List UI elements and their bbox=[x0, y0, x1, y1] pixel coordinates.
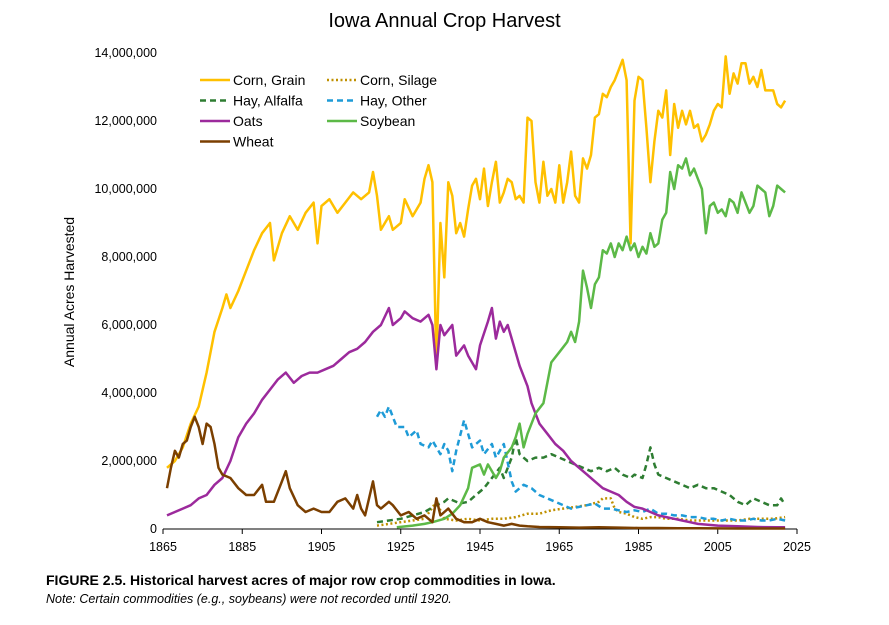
series-line-soybean bbox=[396, 157, 786, 529]
legend-label-oats: Oats bbox=[233, 113, 263, 129]
chart-title: Iowa Annual Crop Harvest bbox=[328, 10, 561, 32]
figure-note: Note: Certain commodities (e.g., soybean… bbox=[46, 592, 452, 606]
series-line-hay-other bbox=[375, 405, 786, 522]
x-tick-label: 1925 bbox=[387, 540, 415, 554]
y-axis-label: Annual Acres Harvested bbox=[61, 217, 77, 367]
x-tick-label: 1965 bbox=[545, 540, 573, 554]
x-tick-label: 1885 bbox=[228, 540, 256, 554]
series-layer bbox=[165, 55, 787, 530]
x-tick-label: 1865 bbox=[149, 540, 177, 554]
figure-caption: FIGURE 2.5. Historical harvest acres of … bbox=[46, 572, 556, 588]
y-tick-label: 2,000,000 bbox=[101, 454, 157, 468]
y-tick-label: 6,000,000 bbox=[101, 318, 157, 332]
legend-label-soybean: Soybean bbox=[360, 113, 415, 129]
x-tick-label: 1905 bbox=[308, 540, 336, 554]
series-line-oats bbox=[166, 306, 786, 529]
legend: Corn, Grain Corn, Silage Hay, Alfalfa Hay, … bbox=[200, 72, 437, 150]
legend-label-corn-grain: Corn, Grain bbox=[233, 72, 305, 88]
y-tick-label: 4,000,000 bbox=[101, 386, 157, 400]
x-tick-label: 2005 bbox=[704, 540, 732, 554]
y-tick-label: 10,000,000 bbox=[94, 182, 157, 196]
axes: 0 2,000,000 4,000,000 6,000,000 8,000,000 10,… bbox=[94, 46, 811, 554]
x-tick-label: 2025 bbox=[783, 540, 811, 554]
y-tick-label: 12,000,000 bbox=[94, 114, 157, 128]
series-line-corn-grain bbox=[166, 55, 787, 469]
y-tick-label: 8,000,000 bbox=[101, 250, 157, 264]
y-tick-label: 14,000,000 bbox=[94, 46, 157, 60]
series-line-corn-silage bbox=[376, 497, 786, 527]
legend-label-wheat: Wheat bbox=[233, 134, 274, 150]
series-line-wheat bbox=[165, 415, 786, 530]
legend-label-hay-alfalfa: Hay, Alfalfa bbox=[233, 93, 303, 109]
legend-label-corn-silage: Corn, Silage bbox=[360, 72, 437, 88]
x-tick-label: 1985 bbox=[625, 540, 653, 554]
x-tick-label: 1945 bbox=[466, 540, 494, 554]
y-tick-label: 0 bbox=[150, 522, 157, 536]
legend-label-hay-other: Hay, Other bbox=[360, 93, 427, 109]
